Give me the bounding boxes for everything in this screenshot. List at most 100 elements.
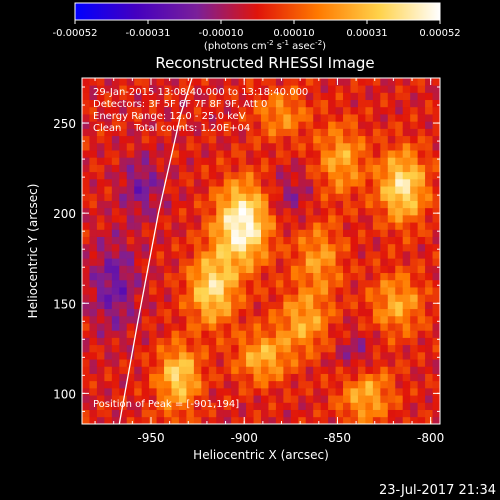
heatmap-cell	[193, 258, 202, 266]
heatmap-cell	[432, 366, 440, 374]
heatmap-cell	[395, 402, 404, 410]
heatmap-cell	[141, 380, 150, 389]
heatmap-cell	[350, 193, 359, 201]
heatmap-cell	[350, 186, 359, 194]
heatmap-cell	[231, 258, 240, 266]
heatmap-cell	[223, 359, 232, 367]
heatmap-cell	[425, 301, 433, 310]
heatmap-cell	[343, 135, 351, 144]
heatmap-cell	[104, 106, 113, 115]
heatmap-cell	[380, 222, 389, 230]
heatmap-cell	[425, 92, 433, 101]
heatmap-cell	[343, 294, 351, 302]
heatmap-cell	[372, 92, 381, 101]
heatmap-cell	[149, 351, 157, 360]
heatmap-cell	[149, 330, 157, 338]
heatmap-cell	[201, 359, 210, 367]
heatmap-cell	[231, 265, 240, 274]
heatmap-cell	[372, 251, 381, 259]
heatmap-cell	[223, 301, 232, 310]
heatmap-cell	[96, 164, 105, 173]
heatmap-cell	[425, 142, 433, 151]
heatmap-cell	[410, 142, 419, 151]
heatmap-cell	[402, 171, 411, 180]
heatmap-cell	[432, 330, 440, 338]
heatmap-cell	[387, 279, 396, 288]
heatmap-cell	[410, 272, 419, 281]
heatmap-cell	[298, 294, 307, 302]
heatmap-cell	[104, 416, 113, 424]
heatmap-cell	[238, 142, 247, 151]
heatmap-cell	[82, 135, 90, 144]
heatmap-cell	[372, 366, 381, 374]
heatmap-cell	[365, 359, 374, 367]
heatmap-cell	[126, 308, 135, 317]
heatmap-cell	[141, 92, 150, 101]
heatmap-cell	[283, 243, 292, 252]
heatmap-cell	[395, 416, 404, 424]
heatmap-cell	[380, 171, 389, 180]
heatmap-cell	[223, 178, 232, 187]
heatmap-cell	[134, 337, 143, 346]
heatmap-cell	[111, 150, 120, 158]
heatmap-cell	[156, 78, 165, 86]
heatmap-cell	[410, 78, 419, 86]
heatmap-cell	[178, 106, 187, 115]
heatmap-cell	[343, 258, 351, 266]
heatmap-cell	[216, 258, 225, 266]
heatmap-cell	[223, 265, 232, 274]
heatmap-cell	[89, 402, 98, 410]
heatmap-cell	[372, 258, 381, 266]
heatmap-cell	[328, 402, 336, 410]
heatmap-cell	[283, 373, 292, 382]
heatmap-cell	[268, 315, 277, 324]
heatmap-cell	[141, 243, 150, 252]
heatmap-cell	[298, 323, 307, 331]
heatmap-cell	[149, 315, 157, 324]
heatmap-cell	[387, 200, 396, 209]
heatmap-cell	[149, 128, 157, 137]
heatmap-cell	[410, 279, 419, 288]
heatmap-cell	[171, 337, 180, 346]
heatmap-cell	[305, 236, 314, 245]
heatmap-cell	[395, 207, 404, 216]
heatmap-cell	[402, 416, 411, 424]
heatmap-cell	[320, 222, 329, 230]
heatmap-cell	[141, 330, 150, 338]
heatmap-cell	[89, 229, 98, 237]
heatmap-cell	[208, 294, 217, 302]
heatmap-cell	[320, 387, 329, 396]
heatmap-cell	[275, 416, 284, 424]
heatmap-cell	[275, 344, 284, 353]
heatmap-cell	[335, 236, 344, 245]
heatmap-cell	[328, 78, 336, 86]
heatmap-cell	[208, 99, 217, 108]
heatmap-cell	[425, 315, 433, 324]
heatmap-cell	[283, 279, 292, 288]
heatmap-cell	[275, 121, 284, 129]
heatmap-cell	[402, 243, 411, 252]
heatmap-cell	[134, 186, 143, 194]
heatmap-cell	[290, 323, 299, 331]
heatmap-cell	[298, 200, 307, 209]
heatmap-cell	[156, 287, 165, 295]
heatmap-cell	[365, 287, 374, 295]
heatmap-cell	[201, 387, 210, 396]
colorbar-tick-label: -0.00031	[126, 28, 171, 39]
heatmap-cell	[335, 243, 344, 252]
heatmap-cell	[89, 171, 98, 180]
heatmap-cell	[238, 402, 247, 410]
heatmap-cell	[193, 222, 202, 230]
heatmap-cell	[275, 207, 284, 216]
heatmap-cell	[372, 135, 381, 144]
heatmap-cell	[343, 171, 351, 180]
heatmap-cell	[246, 373, 254, 382]
heatmap-cell	[231, 150, 240, 158]
heatmap-cell	[395, 171, 404, 180]
heatmap-cell	[402, 186, 411, 194]
heatmap-cell	[149, 150, 157, 158]
heatmap-cell	[171, 214, 180, 223]
heatmap-cell	[395, 193, 404, 201]
heatmap-cell	[350, 85, 359, 93]
heatmap-cell	[343, 157, 351, 165]
